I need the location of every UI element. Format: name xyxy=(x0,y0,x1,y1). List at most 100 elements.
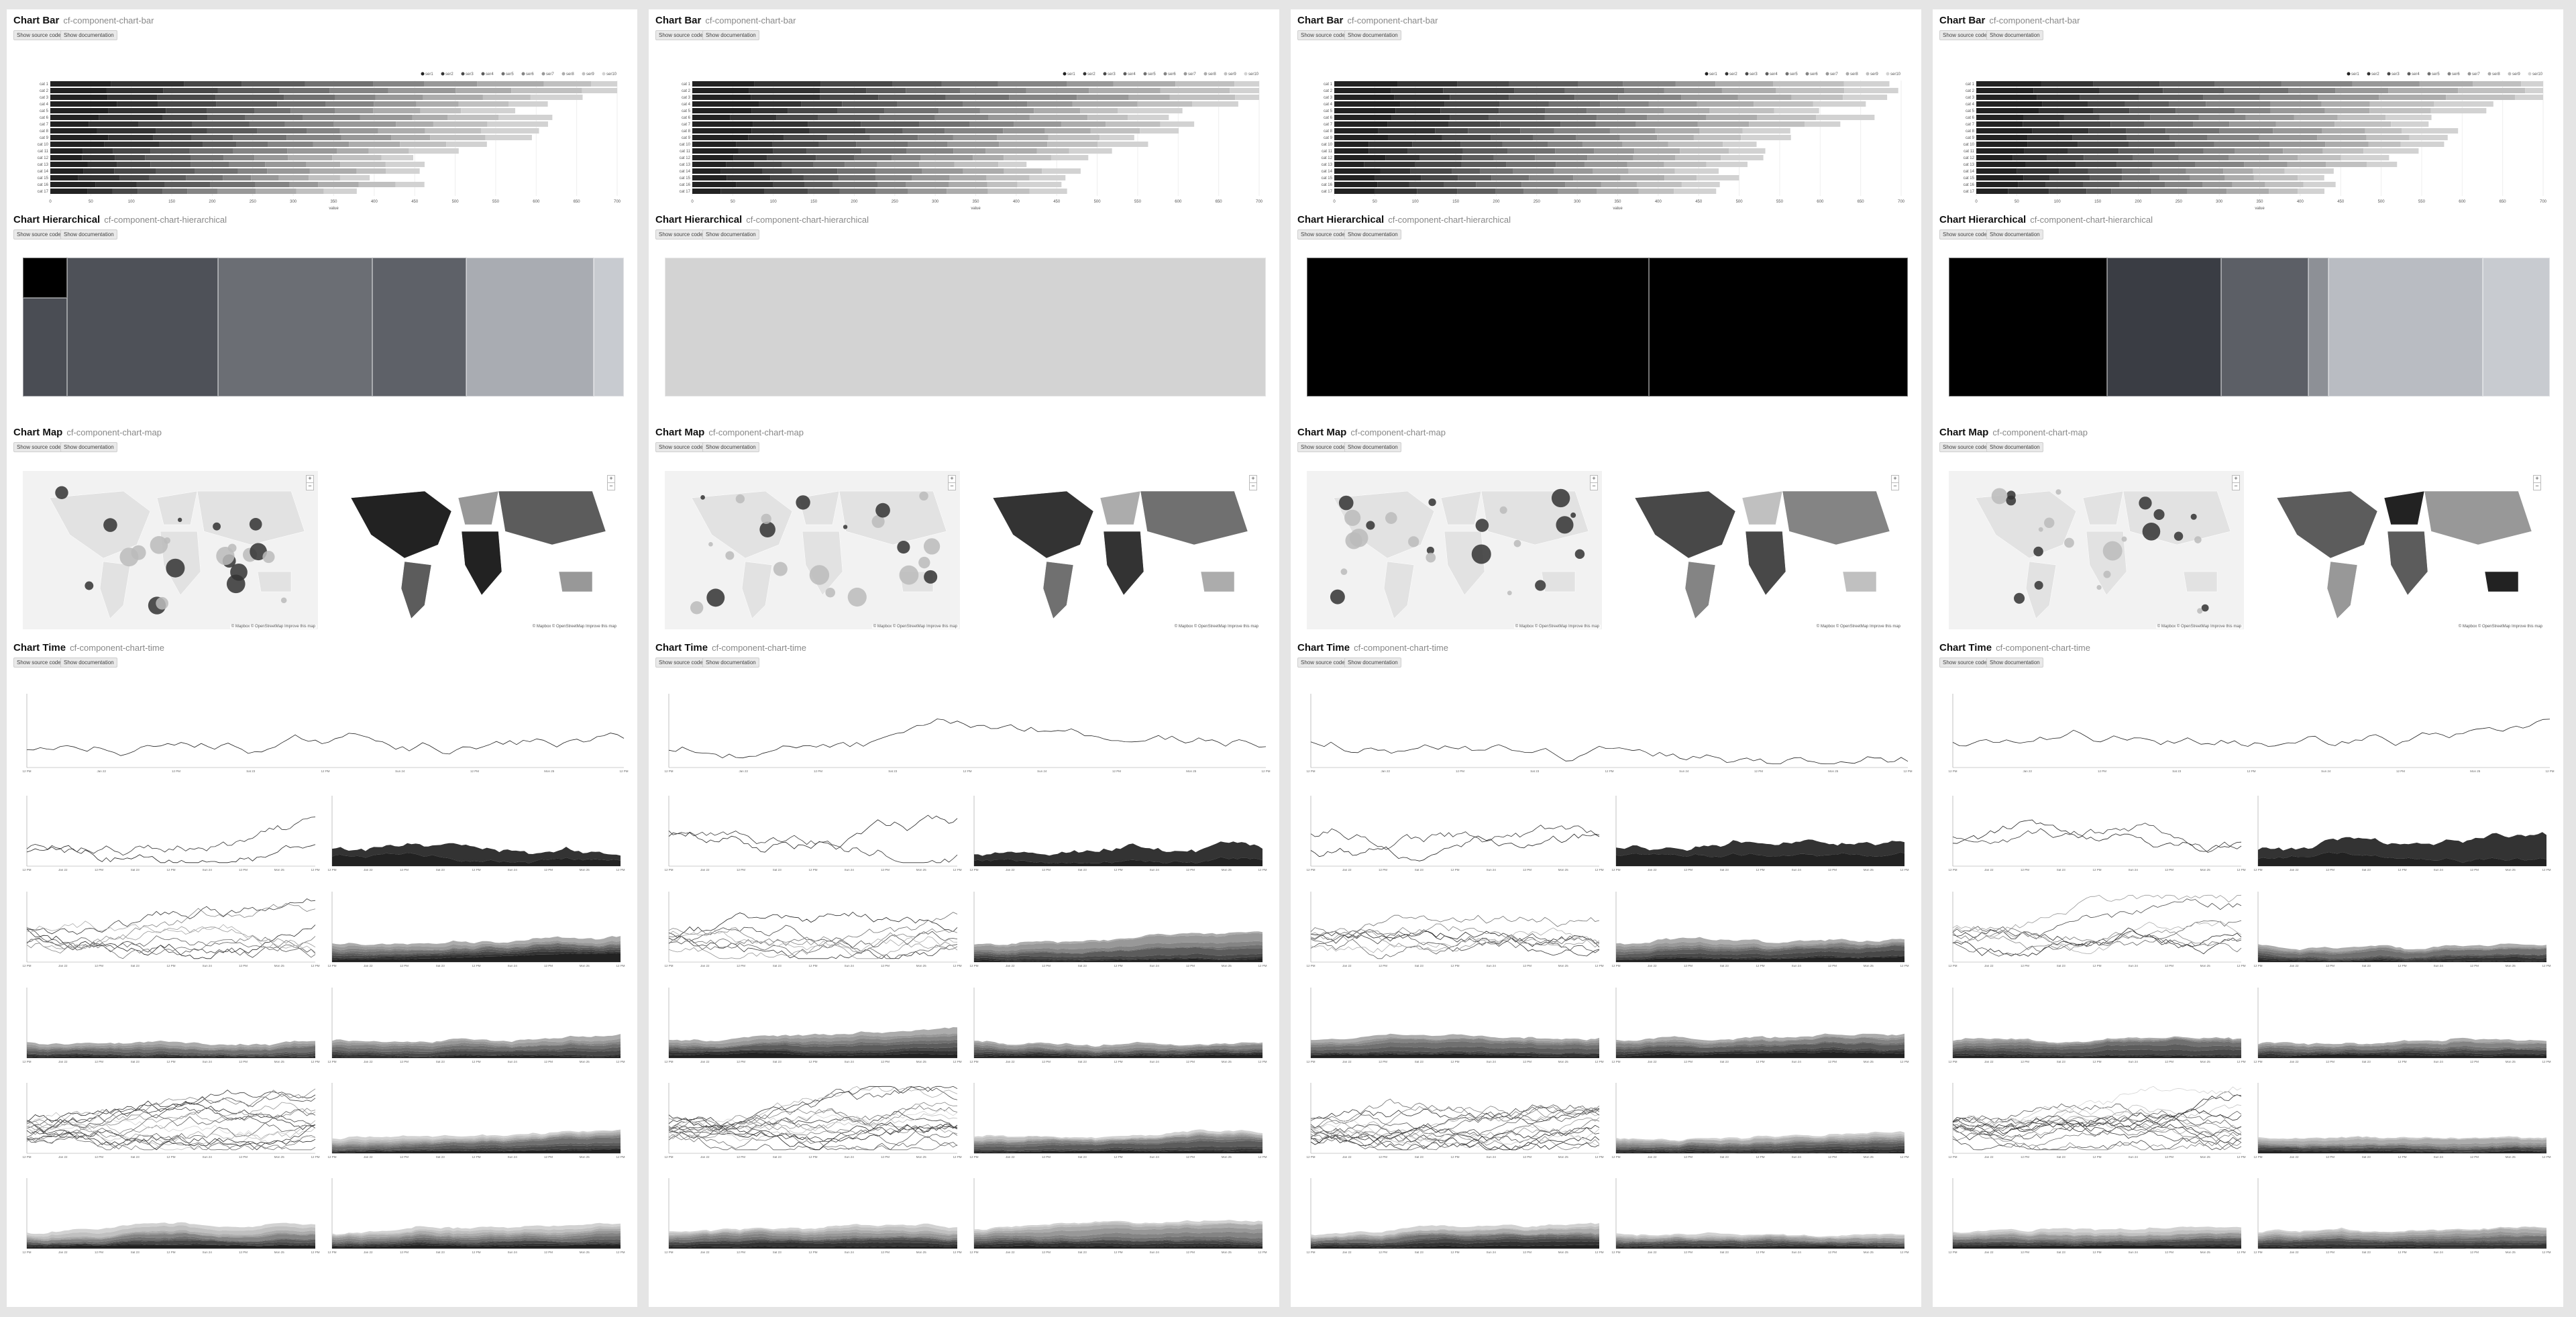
bar-segment[interactable] xyxy=(339,128,378,134)
bar-segment[interactable] xyxy=(1380,168,1411,174)
series-area[interactable] xyxy=(332,1034,621,1045)
bar-segment[interactable] xyxy=(191,162,229,167)
series-area[interactable] xyxy=(2258,1236,2546,1242)
bar-segment[interactable] xyxy=(1545,108,1587,113)
bar-segment[interactable] xyxy=(2187,189,2227,194)
series-line[interactable] xyxy=(26,935,316,959)
bar-segment[interactable] xyxy=(1597,189,1639,194)
legend-marker[interactable] xyxy=(481,72,485,76)
bar-segment[interactable] xyxy=(902,128,945,134)
legend-marker[interactable] xyxy=(1725,72,1729,76)
series-line[interactable] xyxy=(26,925,316,959)
zoom-out-button[interactable]: − xyxy=(1249,482,1257,490)
bar-segment[interactable] xyxy=(2049,175,2090,180)
data-bubble[interactable] xyxy=(2190,513,2197,520)
series-area[interactable] xyxy=(1616,1033,1904,1043)
legend-marker[interactable] xyxy=(1765,72,1769,76)
bar-segment[interactable] xyxy=(720,189,765,194)
bar-segment[interactable] xyxy=(191,135,233,140)
bar-segment[interactable] xyxy=(837,108,885,113)
bar-segment[interactable] xyxy=(997,135,1049,140)
series-area[interactable] xyxy=(332,945,621,957)
bar-segment[interactable] xyxy=(368,148,409,154)
bar-segment[interactable] xyxy=(50,88,107,93)
bar-segment[interactable] xyxy=(1625,108,1664,113)
bar-segment[interactable] xyxy=(1741,135,1791,140)
bar-segment[interactable] xyxy=(1773,81,1844,87)
bar-segment[interactable] xyxy=(998,81,1067,87)
legend-marker[interactable] xyxy=(1083,72,1087,76)
bar-segment[interactable] xyxy=(1377,182,1409,187)
bar-segment[interactable] xyxy=(2086,189,2112,194)
bar-segment[interactable] xyxy=(1419,155,1462,160)
legend-marker[interactable] xyxy=(582,72,586,76)
bubble-map[interactable]: + − © Mapbox © OpenStreetMap Improve this … xyxy=(1307,471,1602,629)
legend-label[interactable]: ser6 xyxy=(2452,72,2460,76)
bar-segment[interactable] xyxy=(2088,128,2127,134)
bar-segment[interactable] xyxy=(692,121,753,127)
bar-segment[interactable] xyxy=(2409,135,2448,140)
bar-segment[interactable] xyxy=(782,162,813,167)
series-area[interactable] xyxy=(2258,1138,2546,1145)
data-bubble[interactable] xyxy=(1426,552,1436,563)
bar-segment[interactable] xyxy=(455,88,512,93)
bar-segment[interactable] xyxy=(1334,162,1364,167)
bar-segment[interactable] xyxy=(1395,108,1441,113)
bar-segment[interactable] xyxy=(446,142,487,147)
bar-segment[interactable] xyxy=(400,142,447,147)
show-documentation-button[interactable]: Show documentation xyxy=(702,657,759,668)
series-area[interactable] xyxy=(1953,1232,2241,1237)
bar-segment[interactable] xyxy=(949,182,987,187)
bar-segment[interactable] xyxy=(217,189,256,194)
bar-segment[interactable] xyxy=(692,168,721,174)
data-bubble[interactable] xyxy=(2102,541,2123,561)
series-area[interactable] xyxy=(332,1041,621,1049)
legend-label[interactable]: ser9 xyxy=(1228,72,1236,76)
land-region[interactable] xyxy=(99,561,131,619)
choropleth-map[interactable]: + − © Mapbox © OpenStreetMap Improve this … xyxy=(324,471,619,629)
treemap-node[interactable] xyxy=(67,258,218,397)
data-bubble[interactable] xyxy=(708,541,713,547)
legend-marker[interactable] xyxy=(441,72,445,76)
series-line[interactable] xyxy=(26,1120,316,1146)
series-area[interactable] xyxy=(1616,1139,1904,1147)
bar-segment[interactable] xyxy=(1514,88,1565,93)
series-area[interactable] xyxy=(1616,1042,1904,1053)
bar-segment[interactable] xyxy=(945,128,1004,134)
bar-segment[interactable] xyxy=(378,128,425,134)
bar-segment[interactable] xyxy=(117,101,158,107)
bar-segment[interactable] xyxy=(50,162,88,167)
bar-segment[interactable] xyxy=(1582,142,1623,147)
bar-segment[interactable] xyxy=(866,88,906,93)
series-area[interactable] xyxy=(1616,943,1904,953)
bar-segment[interactable] xyxy=(1976,175,2024,180)
data-bubble[interactable] xyxy=(2044,517,2055,528)
bar-segment[interactable] xyxy=(265,162,307,167)
bar-segment[interactable] xyxy=(1334,108,1396,113)
series-area[interactable] xyxy=(332,1241,621,1246)
series-area[interactable] xyxy=(1311,1053,1599,1057)
bar-segment[interactable] xyxy=(1976,148,2025,154)
bar-segment[interactable] xyxy=(2163,88,2224,93)
bar-segment[interactable] xyxy=(159,142,203,147)
series-area[interactable] xyxy=(974,1141,1263,1151)
bar-segment[interactable] xyxy=(816,155,855,160)
bar-segment[interactable] xyxy=(2025,162,2076,167)
bar-segment[interactable] xyxy=(1128,95,1170,100)
bubble-map[interactable]: + − © Mapbox © OpenStreetMap Improve this … xyxy=(23,471,318,629)
bar-segment[interactable] xyxy=(1721,155,1764,160)
data-bubble[interactable] xyxy=(1471,544,1491,564)
bar-segment[interactable] xyxy=(166,108,207,113)
series-area[interactable] xyxy=(974,1054,1263,1058)
series-area[interactable] xyxy=(1616,1241,1904,1246)
bar-segment[interactable] xyxy=(2037,95,2080,100)
bar-segment[interactable] xyxy=(480,128,539,134)
bar-segment[interactable] xyxy=(1976,155,2013,160)
legend-marker[interactable] xyxy=(521,72,525,76)
bar-segment[interactable] xyxy=(897,101,963,107)
series-area[interactable] xyxy=(1616,1141,1904,1149)
bar-segment[interactable] xyxy=(2391,121,2429,127)
bar-segment[interactable] xyxy=(108,135,154,140)
legend-label[interactable]: ser10 xyxy=(606,72,617,76)
bar-segment[interactable] xyxy=(2093,108,2130,113)
